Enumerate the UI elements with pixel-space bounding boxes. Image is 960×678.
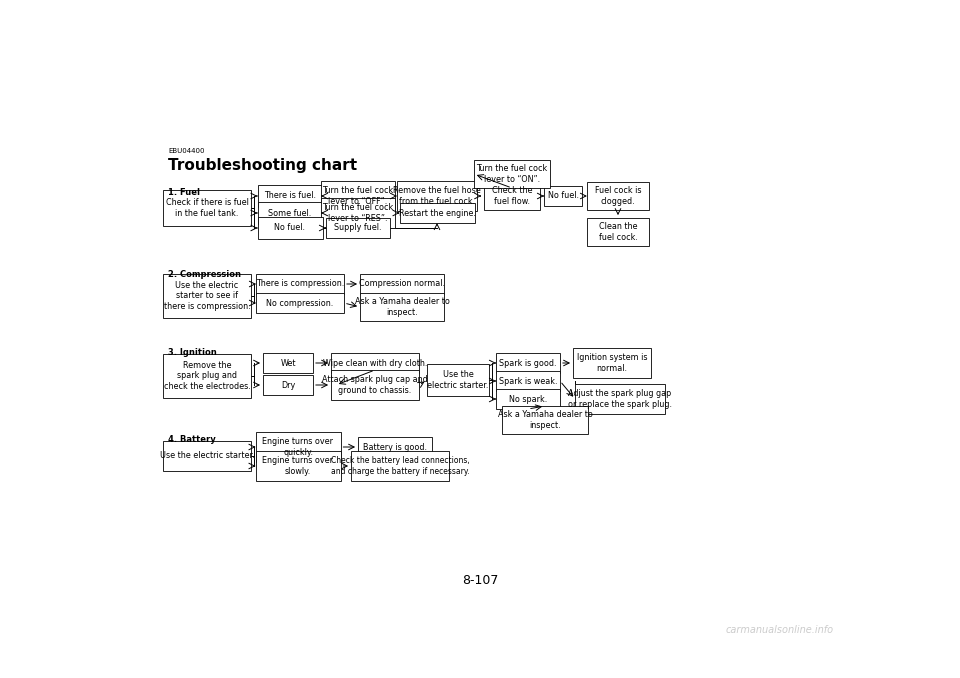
Bar (257, 202, 323, 224)
Bar (256, 293, 344, 313)
Text: Restart the engine.: Restart the engine. (398, 209, 475, 218)
Text: carmanualsonline.info: carmanualsonline.info (726, 625, 834, 635)
Bar (474, 160, 550, 188)
Text: Compression normal.: Compression normal. (359, 279, 445, 289)
Bar (351, 451, 449, 481)
Text: Some fuel.: Some fuel. (269, 209, 312, 218)
Bar (573, 348, 651, 378)
Text: No compression.: No compression. (266, 298, 334, 308)
Bar (163, 441, 251, 471)
Text: Battery is good.: Battery is good. (363, 443, 427, 452)
Text: Turn the fuel cock
lever to “RES”.: Turn the fuel cock lever to “RES”. (323, 203, 394, 222)
Bar (321, 198, 395, 228)
Bar (358, 437, 432, 457)
Bar (502, 406, 588, 434)
Bar (163, 274, 251, 318)
Bar (484, 182, 540, 210)
Bar (163, 190, 251, 226)
Text: Ignition system is
normal.: Ignition system is normal. (577, 353, 647, 373)
Bar (263, 375, 313, 395)
Text: Use the electric
starter to see if
there is compression.: Use the electric starter to see if there… (164, 281, 251, 311)
Text: Adjust the spark plug gap
or replace the spark plug.: Adjust the spark plug gap or replace the… (568, 389, 672, 409)
Text: Turn the fuel cock
lever to “OFF”.: Turn the fuel cock lever to “OFF”. (323, 186, 394, 205)
Bar (360, 293, 444, 321)
Text: Attach spark plug cap and
ground to chassis.: Attach spark plug cap and ground to chas… (323, 376, 428, 395)
Bar (326, 218, 390, 238)
Bar (496, 389, 560, 409)
Bar (255, 451, 341, 481)
Text: Fuel cock is
clogged.: Fuel cock is clogged. (595, 186, 641, 205)
Text: Engine turns over
quickly.: Engine turns over quickly. (262, 437, 333, 457)
Bar (427, 364, 489, 396)
Text: Wet: Wet (280, 359, 296, 367)
Bar (496, 353, 560, 373)
Bar (544, 186, 582, 206)
Text: Wipe clean with dry cloth.: Wipe clean with dry cloth. (323, 359, 427, 367)
Text: Dry: Dry (281, 380, 295, 389)
Text: No fuel.: No fuel. (547, 191, 579, 201)
Text: Clean the
fuel cock.: Clean the fuel cock. (599, 222, 637, 241)
Bar (397, 181, 477, 211)
Text: 8-107: 8-107 (462, 574, 498, 586)
Bar (360, 274, 444, 294)
Text: Spark is good.: Spark is good. (499, 359, 557, 367)
Bar (331, 353, 419, 373)
Text: Use the
electric starter.: Use the electric starter. (427, 370, 489, 390)
Text: There is compression.: There is compression. (256, 279, 344, 289)
Bar (163, 354, 251, 398)
Text: Use the electric starter.: Use the electric starter. (159, 452, 254, 460)
Bar (257, 217, 323, 239)
Bar (321, 181, 395, 211)
Bar (587, 182, 649, 210)
Text: 1. Fuel: 1. Fuel (168, 188, 200, 197)
Text: Engine turns over
slowly.: Engine turns over slowly. (262, 456, 333, 476)
Bar (257, 185, 323, 207)
Text: Check if there is fuel
in the fuel tank.: Check if there is fuel in the fuel tank. (165, 198, 249, 218)
Bar (587, 218, 649, 246)
Text: Check the
fuel flow.: Check the fuel flow. (492, 186, 532, 205)
Bar (496, 371, 560, 391)
Text: 4. Battery: 4. Battery (168, 435, 216, 444)
Bar (263, 353, 313, 373)
Text: Check the battery lead connections,
and charge the battery if necessary.: Check the battery lead connections, and … (330, 456, 469, 476)
Text: Turn the fuel cock
lever to “ON”.: Turn the fuel cock lever to “ON”. (476, 164, 547, 184)
Text: Ask a Yamaha dealer to
inspect.: Ask a Yamaha dealer to inspect. (354, 297, 449, 317)
Text: Troubleshooting chart: Troubleshooting chart (168, 158, 357, 173)
Text: Supply fuel.: Supply fuel. (334, 224, 382, 233)
Text: There is fuel.: There is fuel. (264, 191, 316, 201)
Text: Spark is weak.: Spark is weak. (499, 376, 557, 386)
Text: No fuel.: No fuel. (275, 224, 305, 233)
Bar (331, 370, 419, 400)
Bar (575, 384, 665, 414)
Bar (256, 274, 344, 294)
Text: 2. Compression: 2. Compression (168, 270, 241, 279)
Bar (399, 203, 474, 223)
Bar (255, 432, 341, 462)
Text: EBU04400: EBU04400 (168, 148, 204, 154)
Text: Ask a Yamaha dealer to
inspect.: Ask a Yamaha dealer to inspect. (497, 410, 592, 430)
Text: No spark.: No spark. (509, 395, 547, 403)
Text: 3. Ignition: 3. Ignition (168, 348, 217, 357)
Text: Remove the
spark plug and
check the electrodes.: Remove the spark plug and check the elec… (163, 361, 251, 391)
Text: Remove the fuel hose
from the fuel cock.: Remove the fuel hose from the fuel cock. (394, 186, 481, 205)
